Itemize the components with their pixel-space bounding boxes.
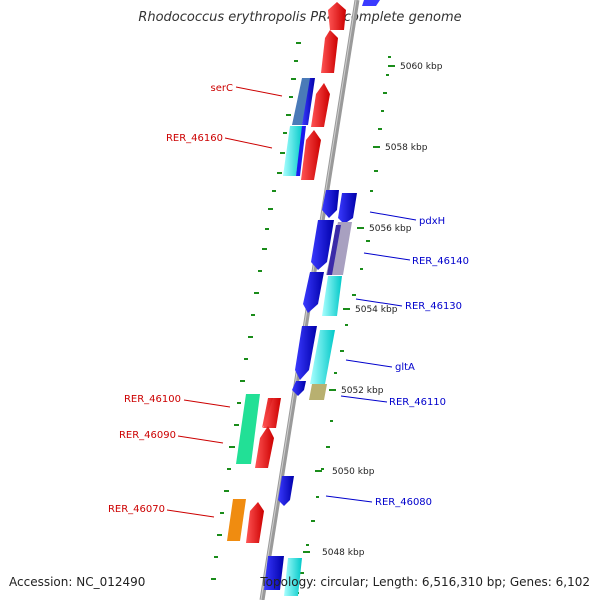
- gene-block[interactable]: [255, 426, 274, 468]
- kbp-ticks: [303, 65, 395, 553]
- gene-label-rer-46110[interactable]: RER_46110: [389, 397, 446, 408]
- gene-block[interactable]: [263, 398, 281, 428]
- gene-block[interactable]: [327, 225, 341, 275]
- gene-block[interactable]: [246, 502, 264, 543]
- gene-block[interactable]: [292, 78, 312, 125]
- gene-block[interactable]: [362, 0, 380, 6]
- gene-block[interactable]: [264, 556, 284, 590]
- gene-block[interactable]: [283, 126, 303, 176]
- gene-label-pdxh[interactable]: pdxH: [419, 216, 445, 227]
- gene-block[interactable]: [310, 330, 335, 384]
- gene-label-rer-46070[interactable]: RER_46070: [108, 504, 165, 515]
- gc-dots-left: [211, 42, 301, 580]
- tick-label: 5060 kbp: [400, 62, 443, 72]
- gene-label-rer-46100[interactable]: RER_46100: [124, 394, 181, 405]
- tick-label: 5048 kbp: [322, 548, 365, 558]
- gene-label-serC[interactable]: serC: [211, 83, 233, 94]
- gene-label-rer-46080[interactable]: RER_46080: [375, 497, 432, 508]
- topology-text: Topology: circular; Length: 6,516,310 bp…: [260, 575, 590, 589]
- gene-block[interactable]: [301, 130, 321, 180]
- gene-block[interactable]: [322, 276, 342, 316]
- tick-label: 5058 kbp: [385, 143, 428, 153]
- gene-block[interactable]: [295, 326, 317, 380]
- gene-label-glta[interactable]: gltA: [395, 362, 415, 373]
- gene-block[interactable]: [302, 78, 315, 125]
- gene-label-rer-46140[interactable]: RER_46140: [412, 256, 469, 267]
- gene-block[interactable]: [311, 220, 334, 270]
- tick-label: 5050 kbp: [332, 467, 375, 477]
- gene-label-rer-46090[interactable]: RER_46090: [119, 430, 176, 441]
- gene-block[interactable]: [338, 193, 357, 224]
- gene-label-rer-46130[interactable]: RER_46130: [405, 301, 462, 312]
- gene-block[interactable]: [311, 83, 330, 127]
- gene-block[interactable]: [292, 381, 306, 396]
- gene-block[interactable]: [309, 384, 327, 400]
- gene-block[interactable]: [227, 499, 246, 541]
- tick-label: 5052 kbp: [341, 386, 384, 396]
- gene-block[interactable]: [284, 558, 302, 596]
- tick-label: 5056 kbp: [369, 224, 412, 234]
- map-title: Rhodococcus erythropolis PR4, complete g…: [138, 10, 462, 25]
- gene-block[interactable]: [236, 394, 260, 464]
- accession-text: Accession: NC_012490: [9, 575, 146, 589]
- gene-label-rer-46160[interactable]: RER_46160: [166, 133, 223, 144]
- gene-block[interactable]: [321, 30, 338, 73]
- tick-label: 5054 kbp: [355, 305, 398, 315]
- gene-block[interactable]: [322, 190, 339, 218]
- gene-block[interactable]: [296, 126, 306, 176]
- gene-block[interactable]: [278, 476, 294, 506]
- gene-block[interactable]: [328, 2, 346, 30]
- gene-block[interactable]: [303, 272, 324, 313]
